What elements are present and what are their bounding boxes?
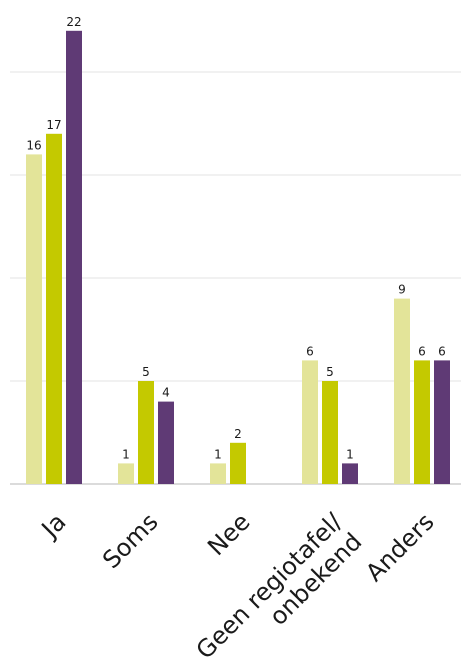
x-tick-label-line: Anders: [360, 508, 439, 587]
x-tick-label-line: Nee: [202, 508, 255, 561]
bar: [138, 381, 154, 484]
data-label: 4: [162, 386, 170, 400]
data-label: 5: [326, 365, 334, 379]
data-label: 6: [306, 344, 314, 358]
data-label: 1: [214, 447, 222, 461]
data-label: 1: [122, 447, 130, 461]
bar: [66, 30, 82, 485]
data-label: 17: [46, 118, 61, 132]
bar: [322, 381, 338, 484]
x-tick-label: Soms: [97, 508, 163, 574]
bar: [230, 442, 246, 484]
bar: [394, 298, 410, 484]
bar: [46, 133, 62, 485]
bar: [302, 360, 318, 484]
data-label: 6: [418, 344, 426, 358]
x-tick-label-line: Soms: [97, 508, 163, 574]
bar: [26, 154, 42, 484]
bar: [210, 463, 226, 484]
x-tick-label: Anders: [360, 508, 439, 587]
bar: [434, 360, 450, 484]
data-label: 1: [346, 447, 354, 461]
data-label: 9: [398, 283, 406, 297]
x-tick-label: Nee: [202, 508, 255, 561]
x-tick-label-line: Ja: [35, 508, 72, 545]
data-label: 2: [234, 427, 242, 441]
data-label: 16: [26, 138, 41, 152]
data-label: 22: [66, 15, 81, 29]
bar: [414, 360, 430, 484]
data-label: 5: [142, 365, 150, 379]
x-tick-label: Ja: [35, 508, 72, 545]
bar: [342, 463, 358, 484]
bar: [118, 463, 134, 484]
bar: [158, 401, 174, 484]
data-label: 6: [438, 344, 446, 358]
